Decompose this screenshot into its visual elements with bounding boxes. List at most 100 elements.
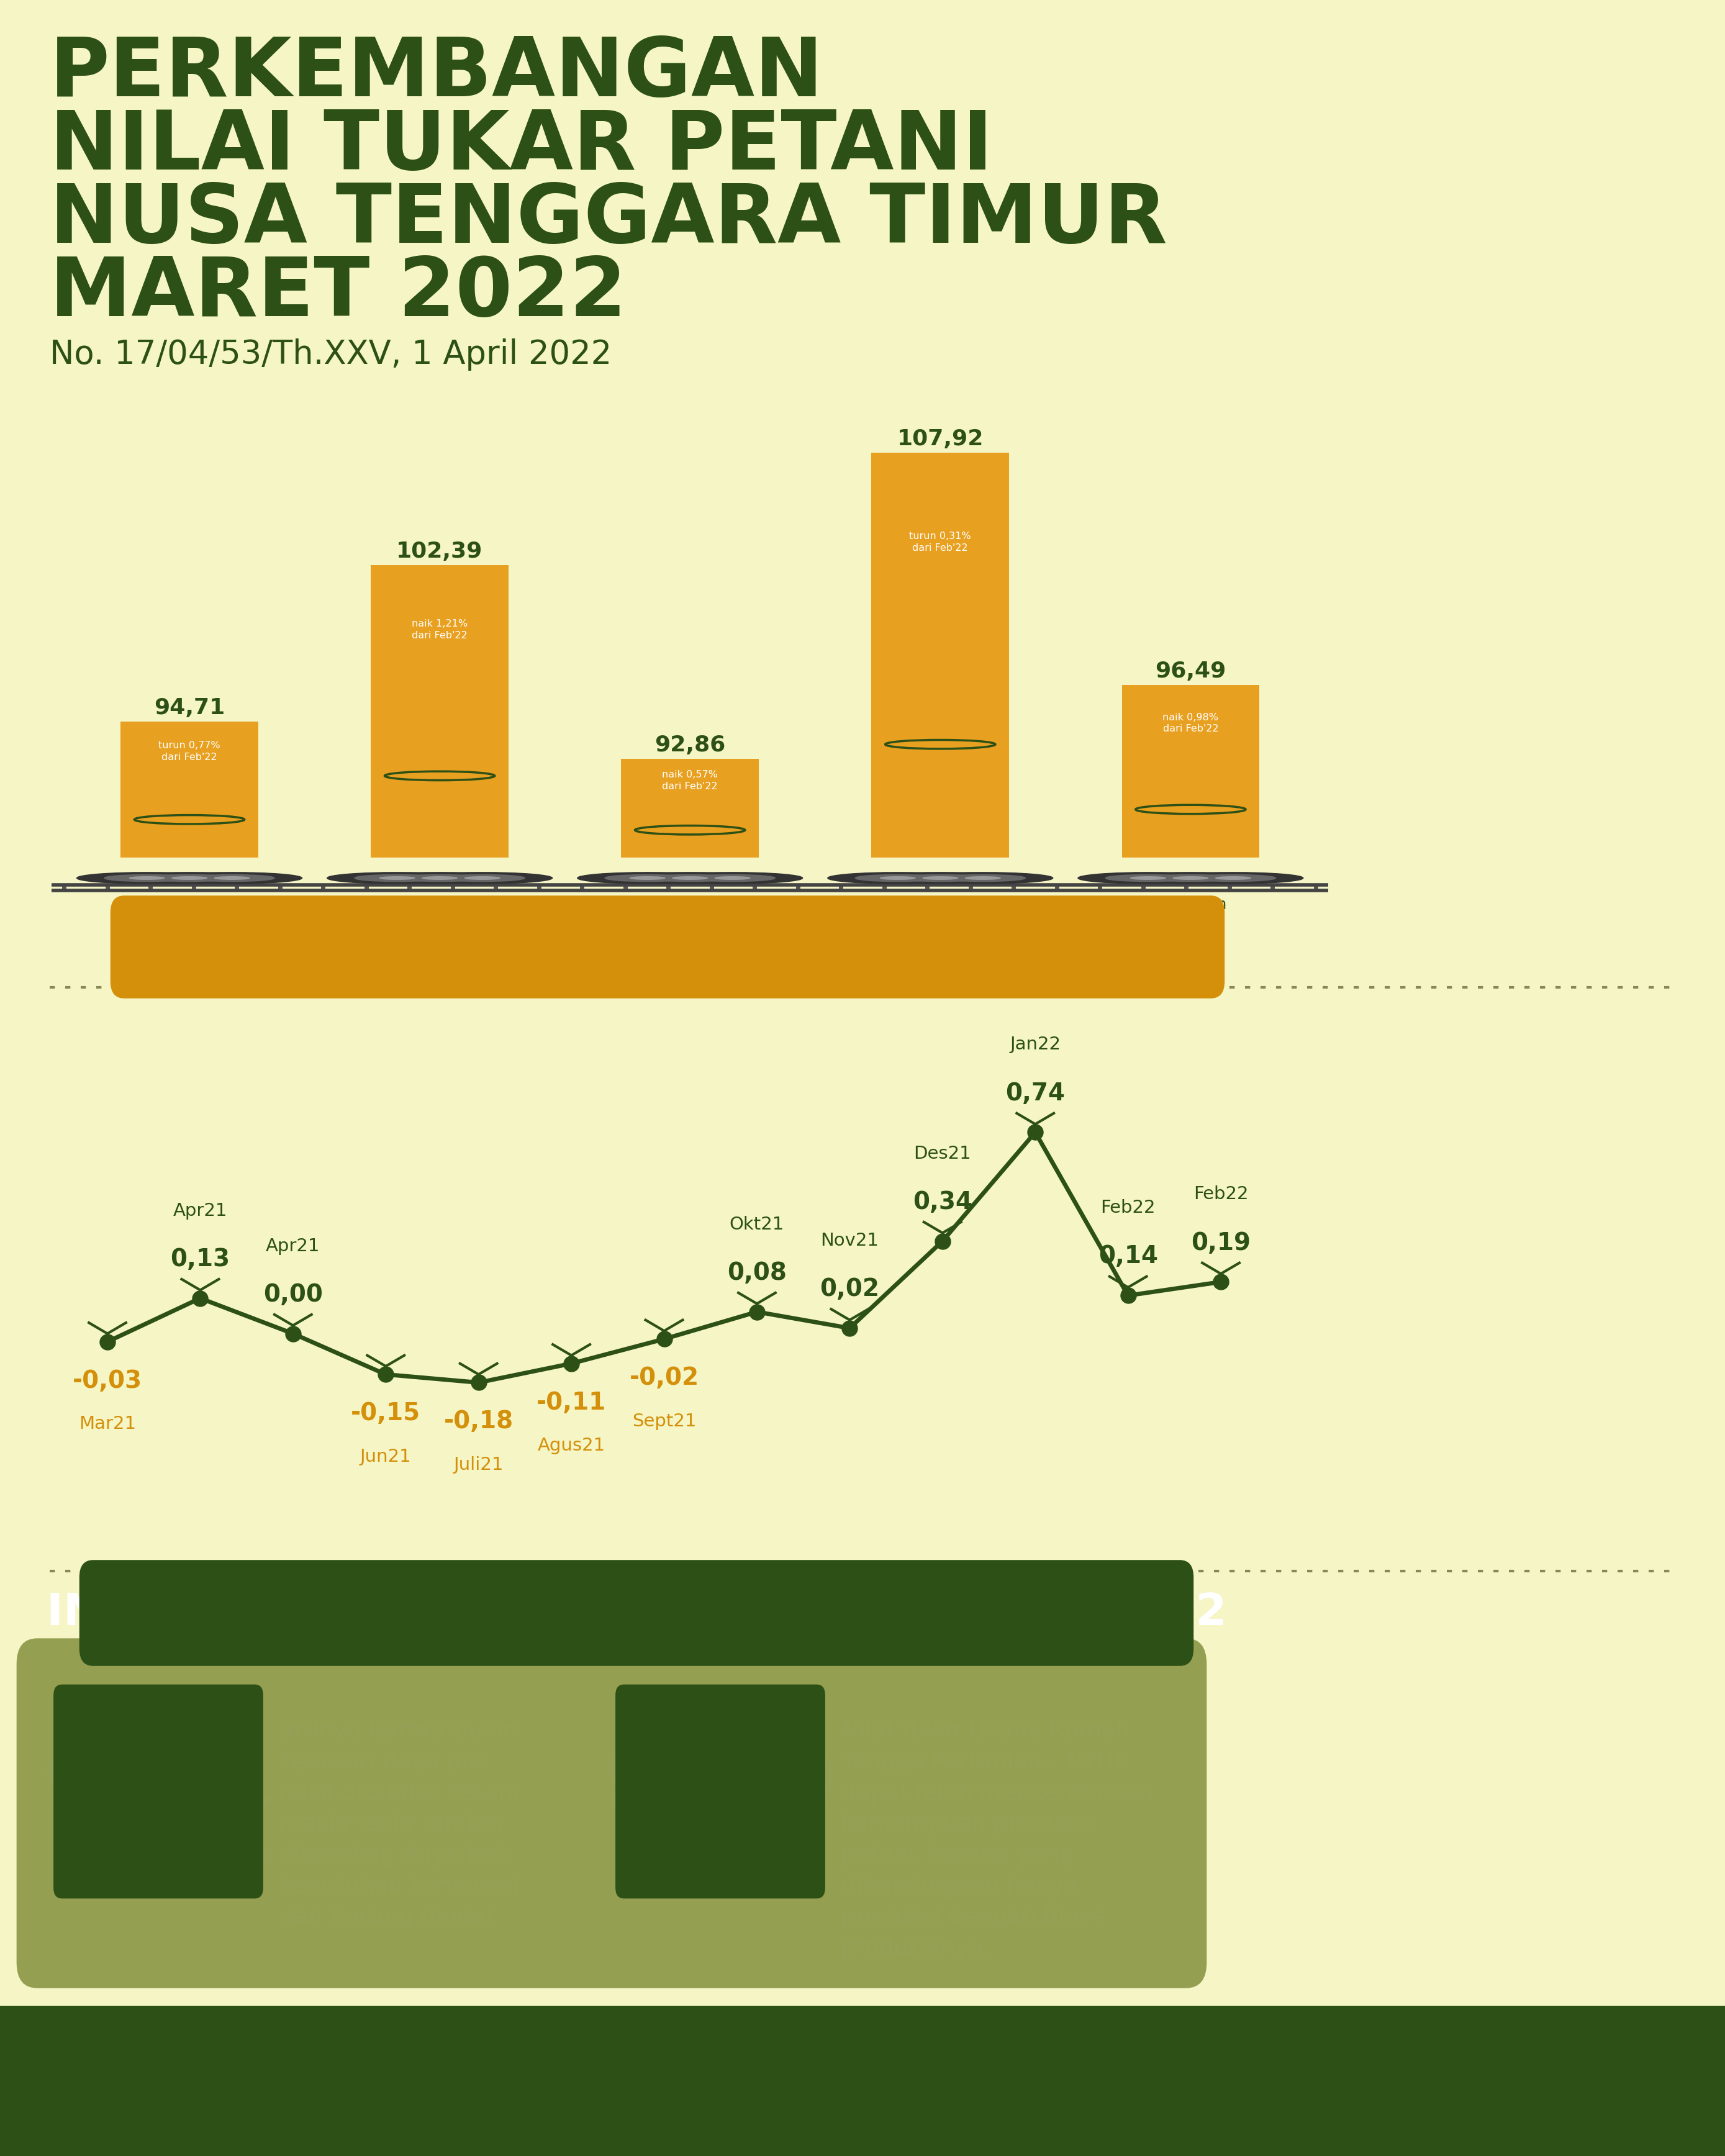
Circle shape <box>1190 875 1277 882</box>
Circle shape <box>1130 877 1166 880</box>
Text: 96,21: 96,21 <box>43 1749 274 1822</box>
Circle shape <box>129 877 164 880</box>
Text: 0,02: 0,02 <box>819 1276 880 1300</box>
Text: Perkebunan: Perkebunan <box>647 897 733 912</box>
Text: Okt21: Okt21 <box>730 1216 785 1233</box>
Text: naik 1,21%
dari Feb'22: naik 1,21% dari Feb'22 <box>412 619 467 640</box>
Polygon shape <box>78 1848 97 1865</box>
Text: 0,00: 0,00 <box>264 1283 323 1307</box>
Circle shape <box>440 875 524 882</box>
Text: 0,19: 0,19 <box>1190 1231 1251 1255</box>
Bar <box>371 565 509 858</box>
Text: 102,39: 102,39 <box>397 541 483 563</box>
Circle shape <box>673 877 707 880</box>
Text: turun 0,77%
dari Feb'22: turun 0,77% dari Feb'22 <box>159 742 221 761</box>
Text: 107,92: 107,92 <box>897 429 983 451</box>
Circle shape <box>380 877 414 880</box>
Bar <box>621 759 759 858</box>
Text: Mar21: Mar21 <box>79 1414 136 1432</box>
Bar <box>121 722 259 858</box>
Text: -0,02: -0,02 <box>630 1367 699 1391</box>
Circle shape <box>328 873 467 884</box>
Circle shape <box>913 873 1052 884</box>
Text: -0,15: -0,15 <box>350 1401 421 1425</box>
Circle shape <box>716 877 750 880</box>
Text: TURUN: TURUN <box>78 1878 145 1897</box>
Text: INFLASI PEDESAAN MARET 2021 - MARET 2022: INFLASI PEDESAAN MARET 2021 - MARET 2022 <box>47 1591 1226 1634</box>
Text: No. 17/04/53/Th.XXV, 1 April 2022: No. 17/04/53/Th.XXV, 1 April 2022 <box>50 338 612 371</box>
Circle shape <box>897 875 983 882</box>
Circle shape <box>856 875 940 882</box>
Circle shape <box>869 873 1011 884</box>
Circle shape <box>578 873 718 884</box>
Circle shape <box>1173 877 1208 880</box>
Text: artinya bahwa bulan
Februari daya jual
hasil produksi Petani
masih lebih rendah
: artinya bahwa bulan Februari daya jual h… <box>279 1720 519 1930</box>
Text: Hortikultura: Hortikultura <box>397 897 483 912</box>
Text: Tanaman
Padi Palawija: Tanaman Padi Palawija <box>141 897 236 929</box>
Text: 92,86: 92,86 <box>654 735 726 757</box>
Text: -0,18: -0,18 <box>443 1410 514 1434</box>
Text: Feb22: Feb22 <box>1101 1199 1156 1216</box>
Text: 96,60: 96,60 <box>604 1749 837 1822</box>
Text: 0,08: 0,08 <box>728 1261 787 1285</box>
Text: PROVINSI NUSA TENGGARA TIMUR: PROVINSI NUSA TENGGARA TIMUR <box>1051 2081 1646 2113</box>
Bar <box>1704 2059 1716 2102</box>
Text: Peternakan: Peternakan <box>899 897 982 912</box>
Text: naik 0,98%
dari Feb'22: naik 0,98% dari Feb'22 <box>1163 714 1218 733</box>
Circle shape <box>104 875 190 882</box>
Text: 0,74: 0,74 <box>1006 1082 1064 1106</box>
Text: Nilai Tukar Usaha Rumah
Tangga Pertanian - NTUP
dapat lebih mencerminkan
kemampu: Nilai Tukar Usaha Rumah Tangga Pertanian… <box>842 1720 1154 1960</box>
Text: Jan22: Jan22 <box>1009 1037 1061 1054</box>
Circle shape <box>147 875 231 882</box>
Circle shape <box>630 877 664 880</box>
Text: Jun21: Jun21 <box>361 1449 412 1466</box>
Text: Feb22: Feb22 <box>1194 1186 1249 1203</box>
Text: Sept21: Sept21 <box>631 1412 697 1429</box>
Circle shape <box>78 873 217 884</box>
Text: NTUP Maret'22: NTUP Maret'22 <box>619 1718 823 1742</box>
Text: NILAI TUKAR PETANI: NILAI TUKAR PETANI <box>50 108 994 185</box>
Circle shape <box>1121 873 1261 884</box>
Text: turun 0,31%
dari Feb'22: turun 0,31% dari Feb'22 <box>909 533 971 552</box>
Text: 94,71: 94,71 <box>154 696 224 718</box>
Circle shape <box>1163 873 1302 884</box>
Text: Apr21: Apr21 <box>266 1238 321 1255</box>
Circle shape <box>464 877 500 880</box>
Text: naik 0,57%
dari Feb'22: naik 0,57% dari Feb'22 <box>662 770 718 791</box>
Circle shape <box>1078 873 1218 884</box>
Circle shape <box>397 875 483 882</box>
Text: NTP Maret'22: NTP Maret'22 <box>66 1718 250 1742</box>
Text: 96,49: 96,49 <box>1156 662 1226 681</box>
Circle shape <box>690 875 775 882</box>
Text: BADAN PUSAT STATISTIK: BADAN PUSAT STATISTIK <box>949 2022 1646 2072</box>
Text: 0,17% dari Feb'22: 0,17% dari Feb'22 <box>102 1848 274 1865</box>
Text: Agus21: Agus21 <box>538 1438 605 1455</box>
Circle shape <box>662 873 802 884</box>
Circle shape <box>828 873 968 884</box>
Circle shape <box>923 877 957 880</box>
Text: 0,34: 0,34 <box>913 1190 973 1214</box>
Text: Perikanan: Perikanan <box>1154 897 1226 912</box>
Circle shape <box>119 873 259 884</box>
Circle shape <box>162 873 302 884</box>
Circle shape <box>214 877 250 880</box>
Text: Nov21: Nov21 <box>821 1231 878 1248</box>
Text: PERKEMBANGAN: PERKEMBANGAN <box>50 34 825 112</box>
Text: Juli21: Juli21 <box>454 1455 504 1473</box>
Bar <box>871 453 1009 858</box>
Bar <box>1692 2050 1703 2113</box>
Circle shape <box>412 873 552 884</box>
Circle shape <box>1216 877 1251 880</box>
Circle shape <box>423 877 457 880</box>
Text: NILAI TUKAR PETANI MENURUT SUBSEKTOR: NILAI TUKAR PETANI MENURUT SUBSEKTOR <box>117 925 1218 968</box>
Bar <box>1678 2057 1689 2106</box>
Text: MARET 2022: MARET 2022 <box>50 254 626 332</box>
Bar <box>1121 686 1259 858</box>
Text: NUSA TENGGARA TIMUR: NUSA TENGGARA TIMUR <box>50 181 1168 259</box>
Circle shape <box>619 873 761 884</box>
Circle shape <box>1149 875 1233 882</box>
Circle shape <box>940 875 1025 882</box>
Bar <box>1665 2063 1675 2100</box>
Text: Des21: Des21 <box>914 1145 971 1162</box>
Text: 0,13: 0,13 <box>171 1248 229 1272</box>
